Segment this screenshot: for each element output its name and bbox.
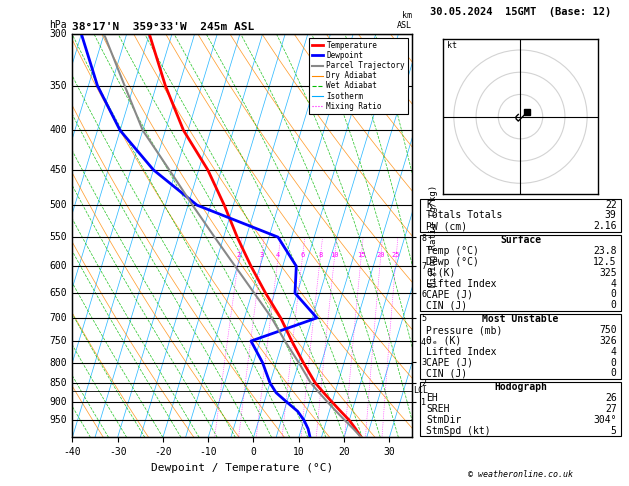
Text: θₑ (K): θₑ (K) [426, 336, 462, 346]
Text: Most Unstable: Most Unstable [482, 314, 559, 324]
Bar [420, 235, 621, 311]
Text: 950: 950 [50, 415, 67, 425]
Text: Totals Totals: Totals Totals [426, 210, 503, 221]
Text: 850: 850 [50, 378, 67, 388]
Text: 8: 8 [318, 252, 323, 258]
Text: 5: 5 [611, 426, 616, 436]
Text: 550: 550 [50, 232, 67, 242]
Text: PW (cm): PW (cm) [426, 221, 467, 231]
Text: 900: 900 [50, 397, 67, 407]
Text: Surface: Surface [500, 235, 541, 245]
Text: 0: 0 [611, 358, 616, 367]
Text: 0: 0 [611, 290, 616, 299]
Text: 20: 20 [376, 252, 385, 258]
Text: 600: 600 [50, 261, 67, 271]
Text: 700: 700 [50, 313, 67, 323]
Text: StmDir: StmDir [426, 415, 462, 425]
Bar [420, 199, 621, 232]
Text: hPa: hPa [50, 20, 67, 30]
Text: 0: 0 [611, 368, 616, 379]
Text: Temp (°C): Temp (°C) [426, 246, 479, 256]
Text: 23.8: 23.8 [593, 246, 616, 256]
Text: 15: 15 [357, 252, 365, 258]
Text: 2: 2 [237, 252, 241, 258]
Text: CAPE (J): CAPE (J) [426, 358, 474, 367]
Text: 0: 0 [611, 300, 616, 310]
Text: 25: 25 [392, 252, 400, 258]
Text: Hodograph: Hodograph [494, 382, 547, 392]
Text: 450: 450 [50, 165, 67, 175]
Bar [420, 314, 621, 379]
Text: 27: 27 [605, 404, 616, 414]
Text: kt: kt [447, 41, 457, 50]
Text: 2.16: 2.16 [593, 221, 616, 231]
Text: CIN (J): CIN (J) [426, 368, 467, 379]
Text: 750: 750 [599, 325, 616, 335]
Text: 4: 4 [611, 347, 616, 357]
Text: EH: EH [426, 393, 438, 403]
Bar [420, 382, 621, 436]
Text: Lifted Index: Lifted Index [426, 278, 497, 289]
Text: 6: 6 [300, 252, 304, 258]
Text: θₑ(K): θₑ(K) [426, 268, 456, 278]
Text: 304°: 304° [593, 415, 616, 425]
Text: 500: 500 [50, 200, 67, 210]
Text: 300: 300 [50, 29, 67, 39]
Text: 326: 326 [599, 336, 616, 346]
Text: 26: 26 [605, 393, 616, 403]
Y-axis label: Mixing Ratio (g/kg): Mixing Ratio (g/kg) [429, 185, 438, 287]
Text: Dewp (°C): Dewp (°C) [426, 257, 479, 267]
Text: Pressure (mb): Pressure (mb) [426, 325, 503, 335]
Text: 30.05.2024  15GMT  (Base: 12): 30.05.2024 15GMT (Base: 12) [430, 7, 611, 17]
Text: 400: 400 [50, 125, 67, 136]
Text: 800: 800 [50, 358, 67, 367]
Text: K: K [426, 200, 432, 209]
Text: 12.5: 12.5 [593, 257, 616, 267]
Text: 10: 10 [330, 252, 338, 258]
X-axis label: Dewpoint / Temperature (°C): Dewpoint / Temperature (°C) [151, 463, 333, 473]
Text: LCL: LCL [413, 386, 428, 395]
Text: © weatheronline.co.uk: © weatheronline.co.uk [468, 470, 573, 479]
Text: 325: 325 [599, 268, 616, 278]
Text: 650: 650 [50, 288, 67, 298]
Text: 39: 39 [605, 210, 616, 221]
Text: CAPE (J): CAPE (J) [426, 290, 474, 299]
Text: 22: 22 [605, 200, 616, 209]
Text: SREH: SREH [426, 404, 450, 414]
Text: 350: 350 [50, 81, 67, 91]
Text: Lifted Index: Lifted Index [426, 347, 497, 357]
Text: 4: 4 [611, 278, 616, 289]
Text: 750: 750 [50, 336, 67, 346]
Text: CIN (J): CIN (J) [426, 300, 467, 310]
Text: 4: 4 [276, 252, 280, 258]
Text: StmSpd (kt): StmSpd (kt) [426, 426, 491, 436]
Text: 38°17'N  359°33'W  245m ASL: 38°17'N 359°33'W 245m ASL [72, 22, 255, 32]
Legend: Temperature, Dewpoint, Parcel Trajectory, Dry Adiabat, Wet Adiabat, Isotherm, Mi: Temperature, Dewpoint, Parcel Trajectory… [309, 38, 408, 114]
Text: 3: 3 [259, 252, 264, 258]
Text: km
ASL: km ASL [397, 11, 412, 30]
